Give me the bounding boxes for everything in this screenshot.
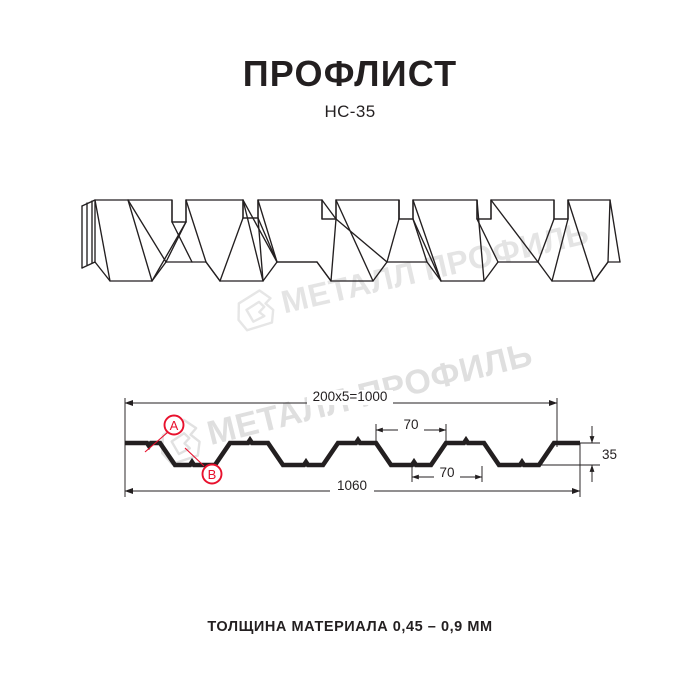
balloon-b: B — [184, 447, 223, 485]
dimension-pitch-total-label: 200x5=1000 — [313, 389, 388, 404]
dimension-bottom-flange-label: 70 — [439, 465, 454, 480]
page-title: ПРОФЛИСТ — [242, 53, 458, 94]
dimension-height-label: 35 — [602, 447, 617, 462]
cross-section-profile — [125, 435, 580, 468]
balloon-callouts: A B — [144, 414, 223, 485]
balloon-b-label: B — [208, 467, 217, 482]
balloon-a: A — [144, 414, 185, 453]
watermark-logo-icon-lower — [160, 418, 201, 466]
product-code: НС-35 — [324, 102, 376, 121]
watermark-logo-icon — [237, 289, 275, 332]
dimension-labels: 200x5=1000 1060 70 70 35 — [307, 389, 617, 494]
isometric-profile-view — [81, 199, 621, 282]
balloon-a-label: A — [170, 418, 179, 433]
watermark-upper: МЕТАЛЛ ПРОФИЛЬ — [237, 215, 592, 332]
dimension-top-flange-label: 70 — [403, 417, 418, 432]
thickness-note: ТОЛЩИНА МАТЕРИАЛА 0,45 – 0,9 ММ — [207, 619, 493, 635]
dimension-overall-width-label: 1060 — [337, 478, 367, 493]
